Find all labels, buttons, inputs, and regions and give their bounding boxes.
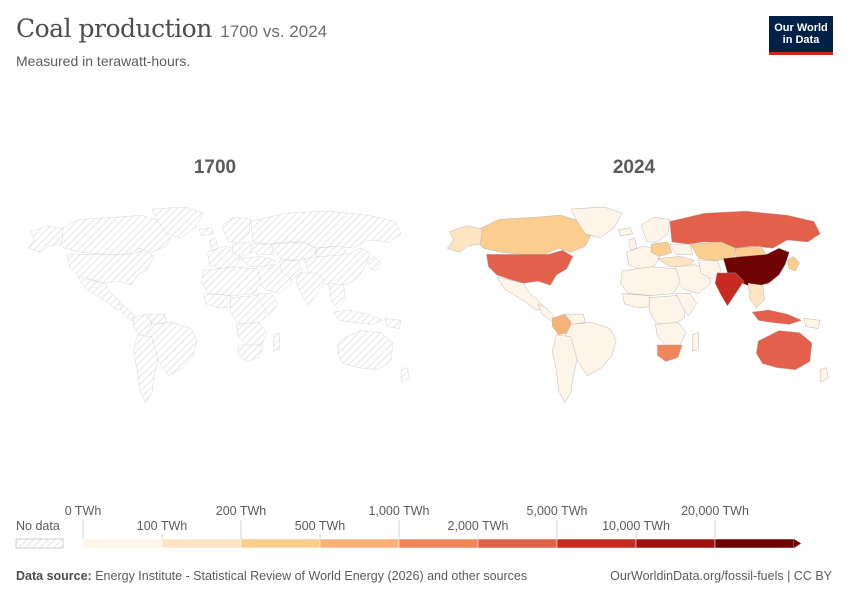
map-1700[interactable] — [27, 206, 410, 404]
country-indonesia[interactable] — [332, 309, 384, 325]
legend-swatch-1 — [161, 538, 242, 549]
country-east-africa[interactable] — [256, 293, 278, 317]
legend-swatch-8 — [714, 538, 795, 549]
country-poland-germany[interactable] — [651, 241, 673, 257]
country-korea-japan[interactable] — [786, 256, 800, 272]
country-alaska[interactable] — [27, 225, 64, 253]
country-venezuela[interactable] — [564, 313, 586, 325]
country-greenland[interactable] — [570, 206, 623, 239]
source-url-link[interactable]: OurWorldinData.org/fossil-fuels | CC BY — [610, 569, 832, 583]
title-years: 1700 vs. 2024 — [220, 22, 328, 41]
legend-tick-10000: 10,000 TWh — [602, 519, 670, 533]
legend-bar — [82, 520, 801, 549]
country-greenland[interactable] — [151, 206, 204, 239]
country-png[interactable] — [803, 317, 821, 329]
legend-tick-100: 100 TWh — [136, 519, 188, 533]
data-source-text: Energy Institute - Statistical Review of… — [95, 569, 528, 583]
legend-swatch-2 — [240, 538, 321, 549]
country-png[interactable] — [384, 317, 402, 329]
legend-tick-200: 200 TWh — [215, 504, 267, 518]
country-canada[interactable] — [475, 215, 592, 255]
data-source-label: Data source: — [16, 569, 92, 583]
country-southern-africa[interactable] — [655, 322, 687, 346]
country-north-africa[interactable] — [201, 266, 262, 296]
country-iceland[interactable] — [618, 227, 633, 237]
chart-title-row: Coal production 1700 vs. 2024 — [16, 14, 327, 43]
owid-logo[interactable]: Our World in Data — [769, 16, 833, 55]
legend-tick-2000: 2,000 TWh — [447, 519, 509, 533]
country-uk[interactable] — [209, 237, 219, 251]
country-south-africa[interactable] — [657, 344, 683, 362]
data-source: Data source: Energy Institute - Statisti… — [16, 569, 527, 583]
country-south-cone[interactable] — [552, 334, 578, 404]
country-australia[interactable] — [756, 330, 813, 370]
chart-title: Coal production — [16, 14, 212, 43]
country-korea-japan[interactable] — [367, 256, 381, 272]
country-north-africa[interactable] — [620, 266, 681, 296]
map-year-2024: 2024 — [612, 157, 656, 178]
country-south-cone[interactable] — [133, 334, 159, 404]
country-iran[interactable] — [279, 260, 303, 280]
country-west-africa[interactable] — [622, 293, 656, 309]
country-ukraine[interactable] — [250, 243, 274, 255]
country-iran[interactable] — [698, 260, 722, 280]
country-se-asia[interactable] — [747, 282, 765, 309]
country-india[interactable] — [295, 272, 326, 307]
country-ukraine[interactable] — [669, 243, 693, 255]
legend-tick-0: 0 TWh — [64, 504, 102, 518]
country-canada[interactable] — [56, 215, 173, 255]
legend-swatch-3 — [319, 538, 400, 549]
legend-swatch-6 — [556, 538, 637, 549]
legend-swatch-7 — [635, 538, 716, 549]
country-se-asia[interactable] — [328, 282, 346, 309]
country-southern-africa[interactable] — [236, 322, 268, 346]
legend-tick-1000: 1,000 TWh — [368, 504, 430, 518]
map-year-1700: 1700 — [193, 157, 237, 178]
no-data-label: No data — [16, 519, 60, 533]
country-indonesia[interactable] — [751, 309, 803, 325]
no-data-swatch — [15, 538, 64, 549]
legend-tick-5000: 5,000 TWh — [526, 504, 588, 518]
country-alaska[interactable] — [446, 225, 483, 253]
country-madagascar[interactable] — [273, 332, 280, 352]
country-madagascar[interactable] — [692, 332, 699, 352]
country-turkey-balkans[interactable] — [656, 256, 695, 267]
country-south-africa[interactable] — [238, 344, 264, 362]
country-iceland[interactable] — [199, 227, 214, 237]
country-scandinavia[interactable] — [221, 217, 252, 243]
legend-swatch-4 — [398, 538, 479, 549]
country-east-africa[interactable] — [675, 293, 697, 317]
logo-line-2: in Data — [782, 34, 820, 46]
country-usa[interactable] — [67, 250, 155, 286]
country-russia[interactable] — [250, 210, 402, 249]
country-uk[interactable] — [628, 237, 638, 251]
country-new-zealand[interactable] — [819, 367, 829, 383]
map-2024[interactable] — [446, 206, 829, 404]
logo-line-1: Our World — [774, 22, 828, 34]
legend-tick-500: 500 TWh — [294, 519, 346, 533]
country-turkey-balkans[interactable] — [237, 256, 276, 267]
country-new-zealand[interactable] — [400, 367, 410, 383]
country-poland-germany[interactable] — [232, 241, 254, 257]
country-india[interactable] — [714, 272, 745, 307]
country-australia[interactable] — [337, 330, 394, 370]
country-russia[interactable] — [669, 210, 821, 249]
legend-arrow — [794, 539, 801, 548]
legend-swatch-5 — [477, 538, 558, 549]
legend-tick-20000: 20,000 TWh — [681, 504, 749, 518]
chart-subtitle: Measured in terawatt-hours. — [16, 53, 191, 69]
country-west-africa[interactable] — [203, 293, 237, 309]
country-scandinavia[interactable] — [640, 217, 671, 243]
country-usa[interactable] — [486, 250, 574, 286]
country-venezuela[interactable] — [145, 313, 167, 325]
legend-swatch-0 — [82, 538, 163, 549]
